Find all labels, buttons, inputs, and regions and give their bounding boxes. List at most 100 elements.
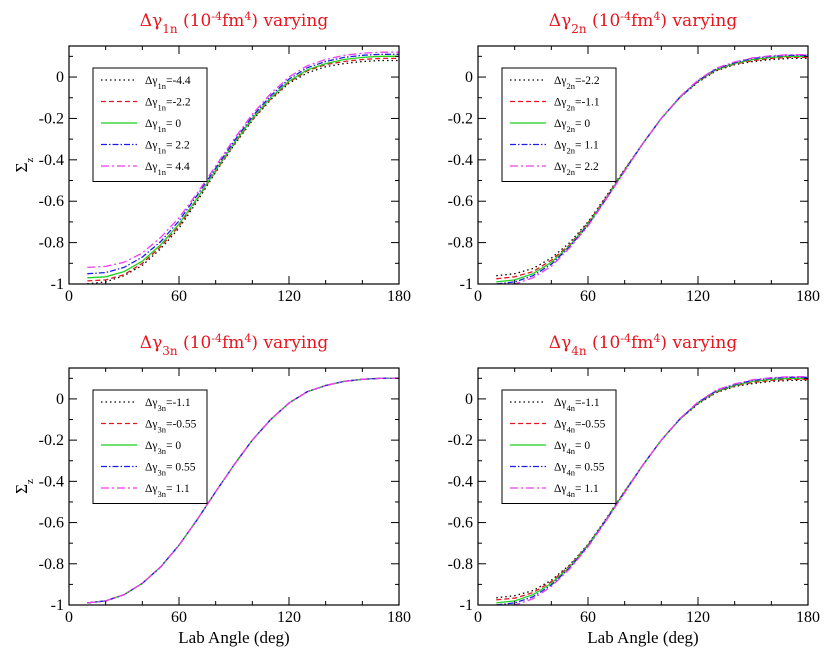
legend-value: =-2.2 (575, 75, 600, 87)
x-tick-label: 0 (65, 609, 73, 626)
x-tick-label: 120 (277, 288, 301, 305)
title-units-open: (10 (587, 11, 621, 31)
y-tick-label: -0.8 (39, 235, 64, 252)
legend-label-5: Δγ3n= 1.1 (145, 483, 190, 499)
series-line-2 (496, 378, 808, 601)
legend-subscript: 4n (566, 489, 575, 499)
legend-label-1: Δγ1n=-4.4 (145, 75, 191, 91)
legend-label-1: Δγ2n=-2.2 (554, 75, 600, 91)
plot-frame (477, 367, 809, 606)
y-tick-label: -0.2 (448, 110, 473, 127)
title-unit: fm (631, 11, 653, 31)
legend-value: =-0.55 (166, 419, 197, 431)
y-tick-label: -1 (460, 597, 473, 614)
x-tick-label: 120 (686, 288, 710, 305)
legend-symbol: Δγ (145, 462, 157, 474)
legend-symbol: Δγ (554, 97, 566, 109)
legend-label-1: Δγ4n=-1.1 (554, 397, 600, 413)
legend-label-4: Δγ3n= 0.55 (145, 462, 196, 478)
chart-title: Δγ1n (10-4fm4) varying (140, 10, 329, 37)
legend-label-3: Δγ1n= 0 (145, 118, 181, 134)
x-tick-label: 60 (171, 609, 187, 626)
legend-subscript: 3n (157, 468, 166, 478)
legend-label-4: Δγ4n= 0.55 (554, 462, 605, 478)
legend-value: = 0.55 (166, 462, 196, 474)
y-tick-label: -0.2 (448, 432, 473, 449)
chart-title: Δγ3n (10-4fm4) varying (140, 332, 329, 359)
legend-symbol: Δγ (554, 483, 566, 495)
x-tick-label: 180 (796, 609, 820, 626)
legend-value: =-0.55 (575, 419, 606, 431)
x-tick-label: 180 (387, 288, 411, 305)
title-subscript: 2n (571, 22, 587, 36)
legend-symbol: Δγ (554, 140, 566, 152)
y-tick-label: -0.4 (448, 473, 473, 490)
legend-symbol: Δγ (145, 97, 157, 109)
y-tick-label: -0.2 (39, 432, 64, 449)
y-tick-label: -0.4 (39, 473, 64, 490)
legend-value: = 0 (166, 440, 181, 452)
chart-title: Δγ4n (10-4fm4) varying (549, 332, 738, 359)
legend-value: =-1.1 (575, 397, 600, 409)
legend-subscript: 2n (566, 81, 575, 91)
legend-symbol: Δγ (554, 161, 566, 173)
y-tick-label: -0.6 (448, 193, 473, 210)
x-tick-label: 180 (387, 609, 411, 626)
title-units-open: (10 (178, 11, 212, 31)
legend-label-4: Δγ2n= 1.1 (554, 140, 599, 156)
legend-value: = 4.4 (166, 161, 190, 173)
title-unit: fm (222, 333, 244, 353)
x-tick-label: 60 (171, 288, 187, 305)
title-exponent-2: 4 (653, 10, 660, 23)
legend-subscript: 3n (157, 489, 166, 499)
title-units-open: (10 (178, 333, 212, 353)
legend-value: = 1.1 (575, 483, 599, 495)
legend-label-2: Δγ4n=-0.55 (554, 419, 606, 435)
legend-label-4: Δγ1n= 2.2 (145, 140, 190, 156)
y-tick-label: -0.4 (39, 152, 64, 169)
title-varying: ) varying (660, 11, 737, 31)
legend-label-3: Δγ4n= 0 (554, 440, 590, 456)
x-tick-label: 120 (686, 609, 710, 626)
legend-symbol: Δγ (145, 118, 157, 130)
legend-label-3: Δγ3n= 0 (145, 440, 181, 456)
y-axis-label-main: Σ (12, 484, 31, 494)
legend-subscript: 3n (157, 446, 166, 456)
y-tick-label: -0.6 (39, 193, 64, 210)
legend-value: = 2.2 (166, 140, 190, 152)
legend-symbol: Δγ (145, 75, 157, 87)
title-exponent-2: 4 (244, 10, 251, 23)
title-varying: ) varying (660, 333, 737, 353)
y-tick-label: -0.8 (448, 556, 473, 573)
legend-value: = 2.2 (575, 161, 599, 173)
legend-value: = 0 (575, 440, 590, 452)
title-subscript: 4n (571, 344, 587, 358)
y-tick-label: -0.2 (39, 110, 64, 127)
y-tick-label: 0 (56, 391, 64, 408)
series-line-5 (496, 54, 808, 284)
y-tick-label: -1 (51, 597, 64, 614)
title-varying: ) varying (251, 333, 328, 353)
series-line-5 (87, 377, 399, 604)
legend-value: = 0.55 (575, 462, 605, 474)
y-tick-label: -0.4 (448, 152, 473, 169)
legend-label-2: Δγ3n=-0.55 (145, 419, 197, 435)
legend-value: =-1.1 (575, 97, 600, 109)
x-axis-label: Lab Angle (deg) (587, 628, 698, 647)
title-exponent: -4 (211, 332, 222, 345)
legend-symbol: Δγ (554, 462, 566, 474)
legend-subscript: 4n (566, 468, 575, 478)
title-units-open: (10 (587, 333, 621, 353)
legend-subscript: 4n (566, 446, 575, 456)
x-tick-label: 0 (474, 288, 482, 305)
legend-label-1: Δγ3n=-1.1 (145, 397, 191, 413)
y-tick-label: -1 (460, 276, 473, 293)
title-subscript: 1n (162, 22, 178, 36)
